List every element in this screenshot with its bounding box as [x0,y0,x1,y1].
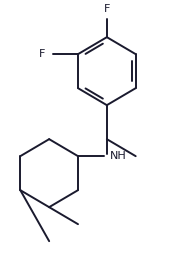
Text: F: F [104,4,110,14]
Text: NH: NH [110,151,127,161]
Text: F: F [39,49,46,59]
